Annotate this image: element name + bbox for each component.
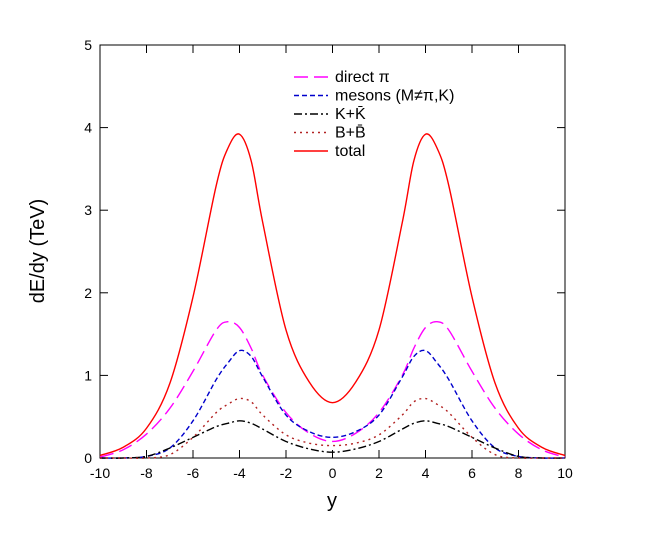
x-tick-label: -6 xyxy=(187,465,200,481)
x-axis-title: y xyxy=(327,490,337,512)
y-tick-label: 3 xyxy=(84,202,92,218)
y-tick-label: 0 xyxy=(84,450,92,466)
x-tick-label: 0 xyxy=(329,465,337,481)
legend-label-0: direct π xyxy=(335,69,390,86)
x-tick-label: 6 xyxy=(468,465,476,481)
series-line-2 xyxy=(99,420,566,459)
y-tick-label: 5 xyxy=(84,37,92,53)
y-axis-title: dE/dy (TeV) xyxy=(27,199,49,303)
x-tick-label: 4 xyxy=(422,465,430,481)
x-tick-label: -2 xyxy=(280,465,293,481)
y-tick-label: 2 xyxy=(84,285,92,301)
x-tick-label: 8 xyxy=(515,465,523,481)
x-tick-label: 10 xyxy=(557,465,573,481)
series-layer xyxy=(99,133,566,459)
series-line-4 xyxy=(99,133,566,457)
legend: direct π mesons (M≠π,K)K+K̄B+B̄ total xyxy=(294,69,454,160)
series-line-1 xyxy=(99,349,566,459)
x-tick-label: -4 xyxy=(233,465,246,481)
y-tick-label: 1 xyxy=(84,367,92,383)
series-line-3 xyxy=(99,397,565,459)
x-tick-label: -8 xyxy=(140,465,153,481)
plot-frame xyxy=(99,44,566,459)
x-tick-label: -10 xyxy=(90,465,110,481)
series-line-0 xyxy=(99,320,566,458)
legend-label-2: K+K̄ xyxy=(335,106,366,123)
legend-label-3: B+B̄ xyxy=(335,124,366,141)
y-tick-label: 4 xyxy=(84,120,92,136)
legend-label-4: total xyxy=(335,143,365,160)
ticks-layer: -10 -8 -6 -4 -2 0 2 4 6 8 10 0 1 2 3 4 5 xyxy=(84,37,573,481)
x-tick-label: 2 xyxy=(375,465,383,481)
legend-label-1: mesons (M≠π,K) xyxy=(335,88,454,105)
